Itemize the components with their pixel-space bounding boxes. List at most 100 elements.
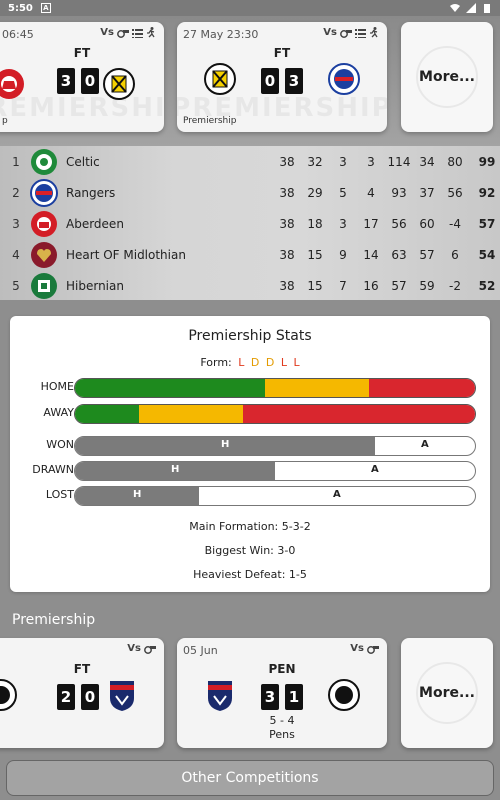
table-row[interactable]: 5 Hibernian 38 15 7 16 57 59 -2 52 xyxy=(0,270,500,301)
points: 92 xyxy=(478,185,496,200)
form-label: Form: xyxy=(200,356,232,369)
away-draw-segment xyxy=(139,405,243,423)
home-form-row: HOME xyxy=(10,378,490,398)
won-label: WON xyxy=(46,438,74,451)
scoreline: 3 0 xyxy=(57,68,99,94)
heaviest-defeat: Heaviest Defeat: 1-5 xyxy=(193,568,307,581)
goals-against: 57 xyxy=(419,247,435,262)
form-result: D xyxy=(265,356,275,369)
team-name: Aberdeen xyxy=(66,216,124,231)
fixture-date: 06:45 xyxy=(2,28,34,41)
ross-county-crest-icon xyxy=(105,678,139,712)
away-marker: A xyxy=(333,489,341,500)
whistle-icon[interactable] xyxy=(340,28,352,38)
fixture-date: 05 Jun xyxy=(183,644,218,657)
battery-icon xyxy=(484,4,490,13)
drawn-bar: H A xyxy=(74,461,476,481)
aberdeen-badge-icon xyxy=(30,210,58,238)
fixture-date: 27 May 23:30 xyxy=(183,28,259,41)
fixture-icons: Vs xyxy=(100,27,156,38)
won: 15 xyxy=(307,278,323,293)
player-running-icon[interactable] xyxy=(146,27,156,38)
status-bar: 5:50 A xyxy=(0,0,500,16)
played: 38 xyxy=(279,247,295,262)
away-score: 0 xyxy=(81,684,99,710)
table-row[interactable]: 1 Celtic 38 32 3 3 114 34 80 99 xyxy=(0,146,500,177)
home-score: 3 xyxy=(261,684,279,710)
partick-thistle-crest-icon xyxy=(327,678,361,712)
biggest-win: Biggest Win: 3-0 xyxy=(204,544,296,557)
points: 52 xyxy=(478,278,496,293)
points: 57 xyxy=(478,216,496,231)
table-row[interactable]: 3 Aberdeen 38 18 3 17 56 60 -4 57 xyxy=(0,208,500,239)
table-position: 2 xyxy=(12,185,20,200)
goal-difference: 6 xyxy=(451,247,459,262)
whistle-icon[interactable] xyxy=(144,644,156,654)
drawn: 7 xyxy=(339,278,347,293)
drawn: 9 xyxy=(339,247,347,262)
fixture-icons: Vs xyxy=(127,643,156,654)
penalty-label: Pens xyxy=(269,728,295,741)
goals-for: 63 xyxy=(391,247,407,262)
goal-difference: 80 xyxy=(447,154,463,169)
points: 54 xyxy=(478,247,496,262)
match-status: FT xyxy=(73,662,91,676)
goals-against: 59 xyxy=(419,278,435,293)
main-formation: Main Formation: 5-3-2 xyxy=(189,520,311,533)
aberdeen-crest-icon xyxy=(0,67,26,101)
st-mirren-crest-icon xyxy=(203,62,237,96)
lost: 17 xyxy=(363,216,379,231)
league-table: 1 Celtic 38 32 3 3 114 34 80 99 2 Ranger… xyxy=(0,146,500,300)
whistle-icon[interactable] xyxy=(117,28,129,38)
played: 38 xyxy=(279,154,295,169)
goals-for: 114 xyxy=(387,154,411,169)
won-home-fill xyxy=(75,437,375,455)
table-position: 4 xyxy=(12,247,20,262)
vs-label: Vs xyxy=(350,643,364,654)
away-marker: A xyxy=(371,464,379,475)
scoreline: 3 1 xyxy=(261,684,303,710)
won-row: WON H A xyxy=(10,436,490,456)
home-marker: H xyxy=(171,464,180,475)
player-running-icon[interactable] xyxy=(369,27,379,38)
team-name: Hibernian xyxy=(66,278,124,293)
fixture-card-1[interactable]: PREMIERSHIP 06:45 Vs FT 3 0 p xyxy=(0,22,164,132)
signal-icon xyxy=(466,3,476,13)
away-results-bar xyxy=(74,404,476,424)
vs-label: Vs xyxy=(127,643,141,654)
fixture-icons: Vs xyxy=(350,643,379,654)
away-score: 1 xyxy=(285,684,303,710)
match-status: FT xyxy=(73,46,91,60)
lineup-list-icon[interactable] xyxy=(132,28,143,38)
goal-difference: 56 xyxy=(447,185,463,200)
more-fixtures-button-bottom[interactable]: More... xyxy=(401,638,493,748)
fixture-card-2[interactable]: PREMIERSHIP 27 May 23:30 Vs FT 0 3 Premi… xyxy=(177,22,387,132)
lost: 4 xyxy=(367,185,375,200)
whistle-icon[interactable] xyxy=(367,644,379,654)
fixture-card-4[interactable]: 05 Jun Vs PEN 3 1 5 - 4 Pens xyxy=(177,638,387,748)
drawn-label: DRAWN xyxy=(32,463,74,476)
rangers-crest-icon xyxy=(327,62,361,96)
table-row[interactable]: 2 Rangers 38 29 5 4 93 37 56 92 xyxy=(0,177,500,208)
drawn-row: DRAWN H A xyxy=(10,461,490,481)
rangers-badge-icon xyxy=(30,178,58,207)
drawn-home-fill xyxy=(75,462,275,480)
more-fixtures-button[interactable]: More... xyxy=(401,22,493,132)
lost: 16 xyxy=(363,278,379,293)
table-row[interactable]: 4 Heart OF Midlothian 38 15 9 14 63 57 6… xyxy=(0,239,500,270)
hibernian-badge-icon xyxy=(30,272,58,300)
wifi-icon xyxy=(450,4,460,12)
lost: 14 xyxy=(363,247,379,262)
card-watermark: PREMIERSHIP xyxy=(177,92,387,123)
fixture-card-3[interactable]: Vs FT 2 0 xyxy=(0,638,164,748)
match-status: FT xyxy=(273,46,291,60)
vs-label: Vs xyxy=(100,27,114,38)
lineup-list-icon[interactable] xyxy=(355,28,366,38)
stats-title: Premiership Stats xyxy=(188,328,312,344)
section-title: Premiership xyxy=(12,612,96,628)
st-mirren-crest-icon xyxy=(102,67,136,101)
other-competitions-button[interactable]: Other Competitions xyxy=(6,760,494,796)
ross-county-crest-icon xyxy=(203,678,237,712)
won-bar: H A xyxy=(74,436,476,456)
played: 38 xyxy=(279,216,295,231)
